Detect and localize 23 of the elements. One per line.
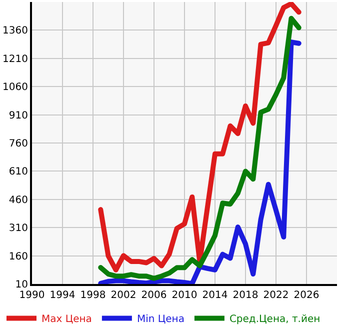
x-tick-label: 1994 (50, 290, 76, 301)
y-tick-label: 460 (8, 194, 28, 206)
y-tick-label: 760 (8, 138, 28, 150)
x-tick-label: 2014 (202, 290, 228, 301)
y-tick-label: 1210 (2, 54, 28, 65)
x-tick-label: 2010 (172, 290, 198, 301)
y-tick-label: 910 (8, 110, 28, 122)
x-tick-label: 2002 (110, 290, 136, 301)
y-tick-label: 610 (8, 166, 28, 178)
legend-label: Сред.Цена, т.йен (229, 314, 320, 326)
y-tick-label: 310 (8, 223, 28, 234)
y-tick-label: 1360 (2, 26, 28, 37)
legend-label: Max Цена (42, 314, 92, 326)
legend-label: Min Цена (136, 314, 184, 326)
x-tick-label: 1990 (19, 290, 45, 301)
x-tick-label: 2026 (294, 290, 320, 301)
y-tick-label: 1060 (2, 82, 28, 94)
x-tick-label: 2018 (232, 290, 258, 301)
y-tick-label: 10 (15, 280, 28, 290)
x-tick-label: 1998 (80, 290, 106, 301)
x-tick-label: 2006 (141, 290, 167, 301)
y-tick-label: 160 (8, 251, 28, 262)
x-tick-label: 2022 (263, 290, 289, 301)
